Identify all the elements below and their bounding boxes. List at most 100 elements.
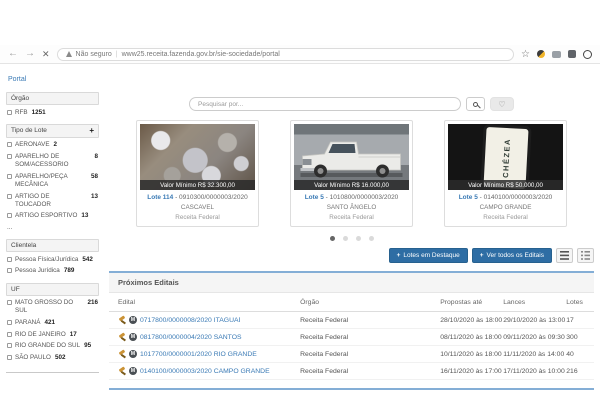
actions-row: + Lotes em Destaque + Ver todos os Edita… <box>109 248 594 263</box>
col-header-lotes: Lotes <box>566 299 583 306</box>
checkbox[interactable] <box>7 109 12 115</box>
edital-table-row: M 0817800/0000004/2020 SANTOS Receita Fe… <box>109 329 594 346</box>
filter-checkbox-item[interactable]: RIO GRANDE DO SUL 95 <box>7 342 98 350</box>
checkbox[interactable] <box>7 153 12 159</box>
filter-checkbox-item[interactable]: ... <box>7 224 98 232</box>
checkbox[interactable] <box>7 319 12 325</box>
table-view-button[interactable] <box>556 248 573 263</box>
filter-checkbox-item[interactable]: ARTIGO DE TOUCADOR 13 <box>7 193 98 209</box>
filter-checkbox-item[interactable]: MATO GROSSO DO SUL 216 <box>7 299 98 315</box>
edital-link[interactable]: 0140100/0000003/2020 CAMPO GRANDE <box>140 367 270 375</box>
lances-cell: 29/10/2020 às 13:00 <box>503 316 566 324</box>
search-input[interactable] <box>189 97 461 111</box>
carousel-dot[interactable] <box>368 236 374 241</box>
favorites-button[interactable]: ♡ <box>490 97 514 111</box>
forward-icon[interactable]: → <box>25 48 35 59</box>
ver-todos-editais-button[interactable]: + Ver todos os Editais <box>471 248 552 263</box>
truck-image <box>300 141 403 178</box>
checkbox[interactable] <box>7 343 12 349</box>
lotes-cell: 40 <box>566 350 574 358</box>
checkbox[interactable] <box>7 331 12 337</box>
extension-badge-icon[interactable] <box>537 50 545 58</box>
filter-checkbox-item[interactable]: SÃO PAULO 502 <box>7 354 98 362</box>
search-button[interactable] <box>466 97 485 111</box>
lot-card[interactable]: Valor Mínimo R$ 16.000,00 Lote 5 - 10108… <box>290 120 413 227</box>
checkbox[interactable] <box>7 354 12 360</box>
lotes-cell: 216 <box>566 367 578 375</box>
lot-city: CAMPO GRANDE <box>479 204 532 211</box>
lot-link[interactable]: Lote 5 <box>304 194 324 201</box>
lot-image[interactable]: CHÉZEA Valor Mínimo R$ 50.000,00 <box>448 124 563 190</box>
lot-card[interactable]: CHÉZEA Valor Mínimo R$ 50.000,00 Lote 5 … <box>444 120 567 227</box>
filter-checkbox-item[interactable]: APARELHO DE SOM/ACESSORIO 8 <box>7 153 98 169</box>
gavel-icon <box>118 367 126 375</box>
filter-checkbox-item[interactable]: Pessoa Jurídica 789 <box>7 267 98 275</box>
expand-plus-button[interactable]: + <box>89 125 94 135</box>
filter-checkbox-item[interactable]: ARTIGO ESPORTIVO 13 <box>7 212 98 220</box>
filter-checkbox-item[interactable]: PARANÁ 421 <box>7 319 98 327</box>
filter-label: PARANÁ <box>15 318 41 326</box>
search-row: ♡ <box>109 97 594 111</box>
filter-checkbox-item[interactable]: APARELHO/PEÇA MECÂNICA 58 <box>7 173 98 189</box>
edital-link[interactable]: 0817800/0000004/2020 SANTOS <box>140 333 242 341</box>
lot-city: CASCAVEL <box>180 204 215 211</box>
filter-label: SÃO PAULO <box>15 353 51 361</box>
carousel-dot[interactable] <box>342 236 348 241</box>
m-badge-icon: M <box>129 333 137 341</box>
gavel-icon <box>118 333 126 341</box>
carousel-dot[interactable] <box>355 236 361 241</box>
breadcrumb-portal-link[interactable]: Portal <box>8 76 27 83</box>
filter-section-header[interactable]: Clientela <box>6 239 99 253</box>
m-badge-icon: M <box>129 350 137 358</box>
filter-checkbox-item[interactable]: AERONAVE 2 <box>7 141 98 149</box>
min-value-text: Valor Mínimo R$ 50.000,00 <box>468 181 543 189</box>
filter-count: 2 <box>53 141 58 149</box>
profile-icon[interactable] <box>583 49 592 59</box>
list-view-button[interactable] <box>577 248 594 263</box>
filter-checkbox-item[interactable]: RIO DE JANEIRO 17 <box>7 331 98 339</box>
propostas-cell: 10/11/2020 às 18:00 <box>440 350 502 358</box>
edital-link[interactable]: 1017700/0000001/2020 RIO GRANDE <box>140 350 257 358</box>
extensions-puzzle-icon[interactable] <box>568 50 576 58</box>
filter-section-header[interactable]: Órgão <box>6 92 99 105</box>
lot-link[interactable]: Lote 5 <box>458 194 478 201</box>
address-bar[interactable]: Não seguro | www25.receita.fazenda.gov.b… <box>56 47 515 61</box>
filter-checkbox-item[interactable]: Pessoa Física/Jurídica 542 <box>7 256 98 264</box>
lot-card[interactable]: Valor Mínimo R$ 32.300,00 Lote 114 - 091… <box>136 120 259 227</box>
carousel-dot[interactable] <box>329 236 335 241</box>
checkbox[interactable] <box>7 256 12 262</box>
lotes-cell: 300 <box>566 333 578 341</box>
lot-image[interactable]: Valor Mínimo R$ 16.000,00 <box>294 124 409 190</box>
filter-section-header[interactable]: Tipo de Lote + <box>6 123 99 138</box>
edital-table-row: M 0140100/0000003/2020 CAMPO GRANDE Rece… <box>109 363 594 380</box>
filter-count: 13 <box>81 212 89 220</box>
filter-label: Pessoa Jurídica <box>15 267 60 275</box>
bookmark-star-icon[interactable]: ☆ <box>521 48 530 60</box>
filter-section: UF MATO GROSSO DO SUL 216 <box>6 282 99 363</box>
checkbox[interactable] <box>7 173 12 179</box>
edital-link[interactable]: 0717800/0000008/2020 ITAGUAÍ <box>140 316 241 324</box>
heart-icon: ♡ <box>498 99 506 109</box>
filter-label: ... <box>7 224 13 232</box>
lotes-destaque-button[interactable]: + Lotes em Destaque <box>388 248 468 263</box>
back-icon[interactable]: ← <box>8 48 18 59</box>
lot-organ: Receita Federal <box>329 214 374 221</box>
orgao-cell: Receita Federal <box>300 316 349 324</box>
filter-count: 95 <box>84 342 92 350</box>
filter-checkbox-item[interactable]: RFB 1251 <box>7 109 98 117</box>
filter-label: RIO GRANDE DO SUL <box>15 342 81 350</box>
close-icon[interactable]: ✕ <box>42 48 50 59</box>
gavel-icon <box>118 316 126 324</box>
filter-count: 8 <box>94 152 98 160</box>
checkbox[interactable] <box>7 193 12 199</box>
lot-link[interactable]: Lote 114 <box>147 194 174 201</box>
checkbox[interactable] <box>7 142 12 148</box>
lot-image[interactable]: Valor Mínimo R$ 32.300,00 <box>140 124 255 190</box>
camera-icon[interactable] <box>552 50 561 58</box>
checkbox[interactable] <box>7 300 12 306</box>
filter-section-header[interactable]: UF <box>6 282 99 296</box>
checkbox[interactable] <box>7 268 12 274</box>
lot-city: SANTO ÂNGELO <box>326 204 377 211</box>
checkbox[interactable] <box>7 213 12 219</box>
